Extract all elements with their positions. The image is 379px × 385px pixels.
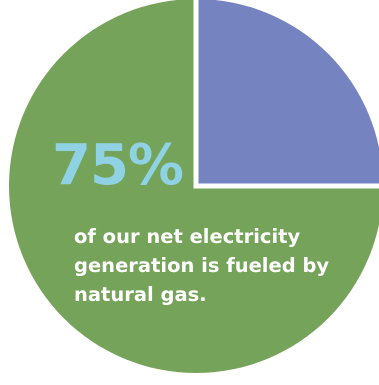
- pie-slice-25: [196, 0, 379, 186]
- highlight-percentage: 75%: [52, 133, 184, 198]
- chart-caption: of our net electricity generation is fue…: [74, 225, 330, 306]
